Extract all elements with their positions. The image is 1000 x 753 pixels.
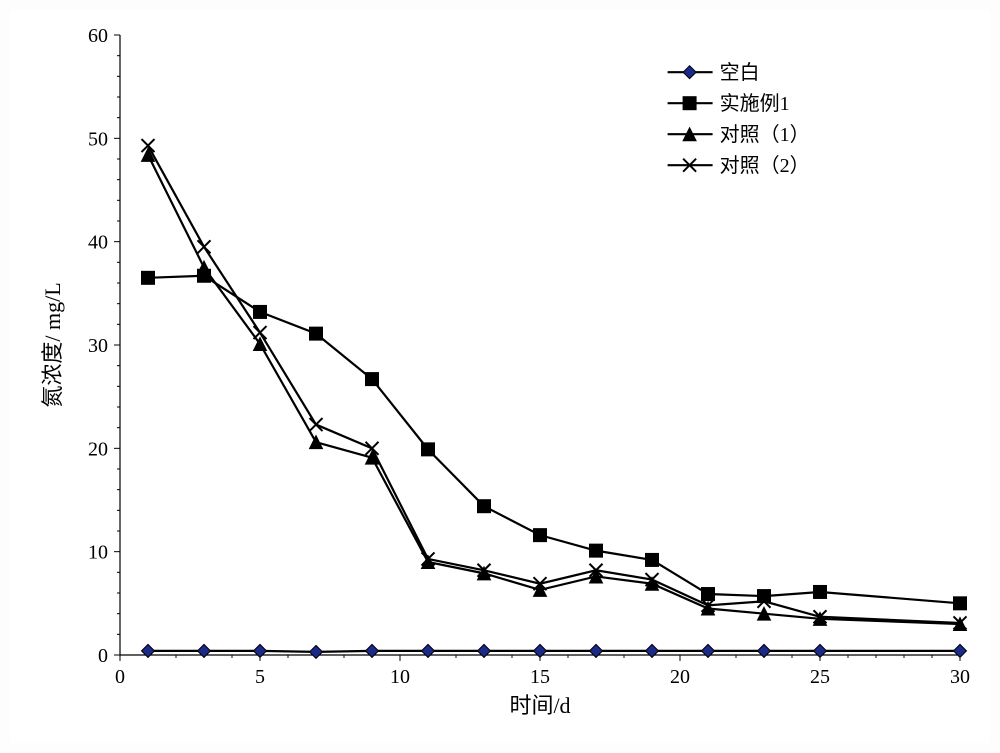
svg-text:50: 50 [88,128,108,150]
line-chart: 0 10 20 30 40 50 60 0 5 10 15 20 25 30 时间/d 氮浓度/ mg/L 空白… [10,10,990,743]
svg-text:0: 0 [115,666,125,688]
svg-text:60: 60 [88,25,108,47]
svg-text:30: 30 [88,335,108,357]
svg-text:5: 5 [255,666,265,688]
svg-text:20: 20 [88,438,108,460]
y-axis-label: 氮浓度/ mg/L [40,282,65,407]
legend-label-3: 对照（2） [720,154,810,177]
svg-text:15: 15 [530,666,550,688]
chart-svg: 0 10 20 30 40 50 60 0 5 10 15 20 25 30 时间/d 氮浓度/ mg/L 空白… [10,10,990,743]
svg-text:25: 25 [810,666,830,688]
svg-text:40: 40 [88,232,108,254]
x-axis-label: 时间/d [509,693,570,718]
legend-label-0: 空白 [720,61,760,84]
svg-text:30: 30 [950,666,970,688]
legend: 空白实施例1 对照（1） 对照（2） [658,57,885,181]
svg-text:10: 10 [88,542,108,564]
legend-label-1: 实施例1 [720,92,790,115]
svg-text:10: 10 [390,666,410,688]
svg-text:20: 20 [670,666,690,688]
legend-label-2: 对照（1） [720,123,810,146]
svg-text:0: 0 [98,645,108,667]
